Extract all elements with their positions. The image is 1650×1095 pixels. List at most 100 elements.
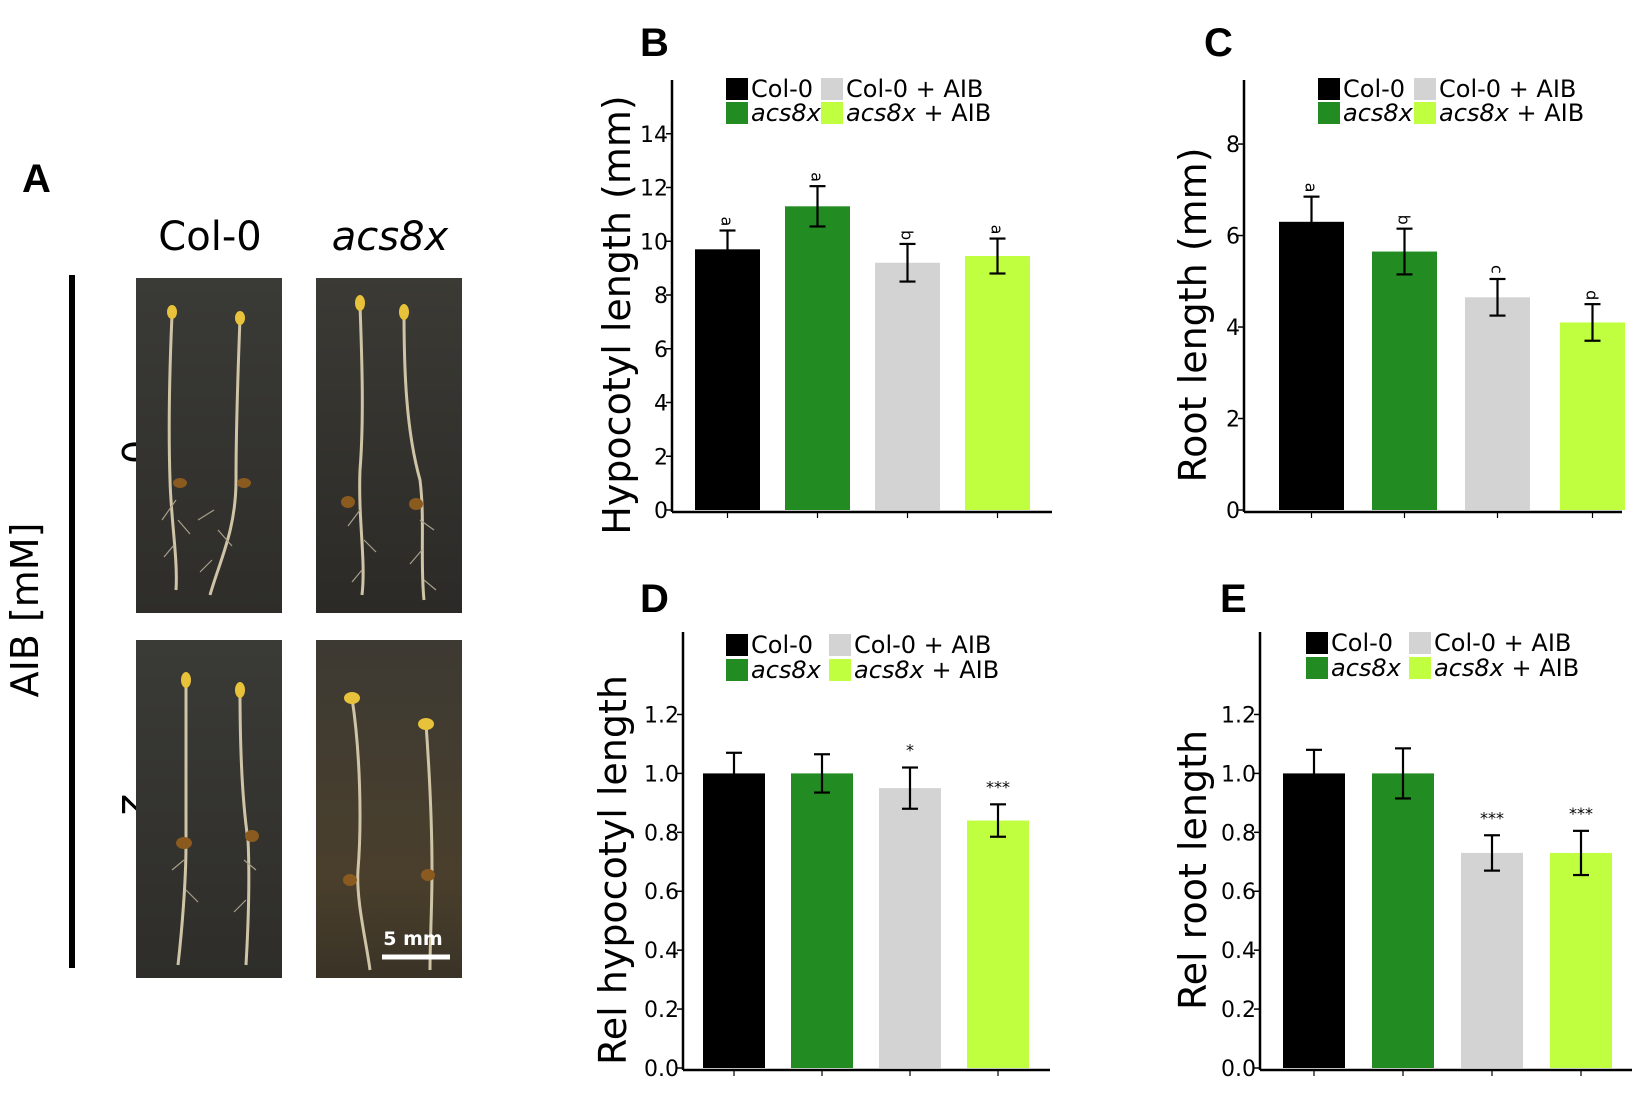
y-axis-title: Root length (mm) [1171, 147, 1215, 482]
legend-swatch-acs8x [726, 659, 748, 681]
y-tick-label: 0.0 [1221, 1057, 1256, 1082]
significance-label: a [718, 217, 737, 227]
legend: Col-0 Col-0 + AIB acs8x acs8x + AIB [1306, 629, 1579, 682]
legend-label-acs8x: acs8x [1343, 99, 1414, 127]
error-bar-col0_aib [902, 766, 918, 810]
bar-col0_aib [1461, 852, 1523, 1068]
panel-letter-a: A [22, 157, 51, 201]
y-tick-label: 8 [654, 284, 668, 309]
y-tick-label: 10 [640, 230, 668, 255]
error-bar-col0_aib [1489, 277, 1506, 317]
legend: Col-0 Col-0 + AIB acs8x acs8x + AIB [726, 75, 991, 127]
bar-col0 [695, 249, 760, 510]
y-tick-label: 8 [1226, 133, 1240, 158]
error-bar-col0 [726, 751, 742, 796]
bar-col0 [703, 773, 765, 1068]
chart-panel-c: C 0 2 4 6 8 Root length (mm) a b c d Col-0 Col-0 + A… [1171, 21, 1625, 524]
y-tick-label: 6 [654, 338, 668, 363]
significance-label: *** [1480, 808, 1504, 827]
significance-label: a [1302, 183, 1321, 193]
column-title-col0: Col-0 [158, 214, 261, 260]
y-tick-label: 1.0 [644, 762, 679, 787]
photo-col0-0mm [136, 278, 282, 613]
legend-label-col0_aib: Col-0 + AIB [846, 75, 983, 103]
bar-col0_aib [879, 788, 941, 1068]
y-tick-label: 2 [1226, 408, 1240, 433]
bar-acs8x_aib [1550, 852, 1612, 1068]
y-tick-label: 0.2 [1221, 998, 1256, 1023]
error-bar-col0_aib [899, 242, 916, 283]
bar-acs8x [785, 206, 850, 510]
error-bar-acs8x [1395, 747, 1411, 800]
legend-label-col0: Col-0 [1331, 629, 1393, 657]
bar-col0_aib [1465, 297, 1530, 510]
y-tick-label: 6 [1226, 225, 1240, 250]
y-tick-label: 0 [654, 499, 668, 524]
legend-swatch-col0_aib [1414, 78, 1436, 100]
legend-label-col0: Col-0 [751, 631, 813, 659]
legend-swatch-col0_aib [1409, 632, 1431, 654]
legend-label-acs8x: acs8x [751, 99, 822, 127]
legend-swatch-acs8x_aib [829, 659, 851, 681]
legend: Col-0 Col-0 + AIB acs8x acs8x + AIB [1318, 75, 1584, 127]
y-tick-label: 1.2 [1221, 703, 1256, 728]
bar-col0 [1279, 221, 1344, 510]
photo-col0-2mm [136, 640, 282, 978]
y-tick-label: 1.2 [644, 703, 679, 728]
panel-letter-c: C [1204, 21, 1233, 65]
legend-label-acs8x_aib: acs8x + AIB [846, 99, 991, 127]
bar-col0_aib [875, 262, 940, 510]
bar-acs8x [791, 773, 853, 1068]
y-axis-title: Rel root length [1171, 730, 1215, 1010]
photo-acs8x-0mm [316, 278, 462, 613]
legend-label-acs8x_aib: acs8x + AIB [854, 656, 999, 684]
y-tick-label: 0.8 [1221, 821, 1256, 846]
legend-swatch-acs8x [1318, 102, 1340, 124]
error-bar-col0 [719, 229, 736, 270]
legend-label-col0: Col-0 [751, 75, 813, 103]
panel-letter-b: B [640, 21, 669, 65]
legend-swatch-acs8x_aib [1414, 102, 1436, 124]
y-tick-label: 0.4 [644, 939, 679, 964]
legend-label-acs8x_aib: acs8x + AIB [1439, 99, 1584, 127]
significance-label: *** [1569, 804, 1593, 823]
legend-swatch-acs8x_aib [1409, 657, 1431, 679]
legend-swatch-col0 [1306, 632, 1328, 654]
legend-swatch-col0_aib [829, 634, 851, 656]
error-bar-acs8x [1396, 227, 1413, 276]
significance-label: d [1583, 290, 1602, 300]
y-tick-label: 1.0 [1221, 762, 1256, 787]
legend-label-col0_aib: Col-0 + AIB [854, 631, 991, 659]
significance-label: b [1395, 215, 1414, 225]
y-tick-label: 0.6 [644, 880, 679, 905]
significance-label: *** [986, 777, 1010, 796]
chart-panel-d: D 0.0 0.2 0.4 0.6 0.8 1.0 1.2 Rel hypocotyl leng… [591, 577, 1050, 1082]
column-title-acs8x: acs8x [332, 214, 449, 260]
legend-swatch-col0_aib [821, 78, 843, 100]
y-tick-label: 0.8 [644, 821, 679, 846]
legend-swatch-acs8x_aib [821, 102, 843, 124]
scale-bar-label: 5 mm [383, 928, 442, 950]
y-tick-label: 4 [1226, 316, 1240, 341]
significance-label: * [906, 741, 914, 760]
error-bar-acs8x [809, 185, 826, 228]
legend-label-col0: Col-0 [1343, 75, 1405, 103]
significance-label: c [1488, 265, 1507, 274]
error-bar-col0 [1303, 195, 1320, 249]
y-tick-label: 14 [640, 123, 668, 148]
error-bar-col0_aib [1484, 834, 1500, 872]
error-bar-col0 [1306, 748, 1322, 799]
bar-acs8x [1372, 251, 1437, 511]
bar-acs8x_aib [965, 256, 1030, 510]
panel-letter-d: D [640, 577, 669, 621]
legend-swatch-col0 [1318, 78, 1340, 100]
panel-letter-e: E [1220, 577, 1247, 621]
error-bar-acs8x_aib [1573, 829, 1589, 877]
legend-swatch-col0 [726, 78, 748, 100]
y-tick-label: 12 [640, 177, 668, 202]
aib-axis-label: AIB [mM] [3, 523, 47, 698]
error-bar-acs8x [814, 753, 830, 794]
significance-label: a [988, 225, 1007, 235]
